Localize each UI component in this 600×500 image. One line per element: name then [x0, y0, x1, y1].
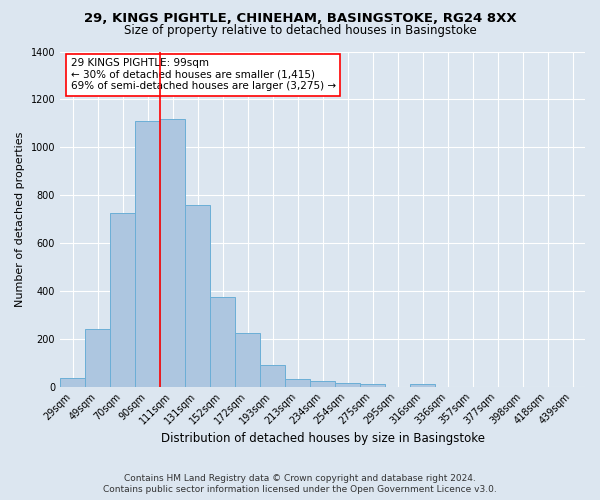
- Bar: [235, 332, 260, 386]
- Bar: [160, 118, 185, 386]
- Bar: [110, 213, 135, 386]
- Bar: [135, 121, 160, 386]
- Y-axis label: Number of detached properties: Number of detached properties: [15, 132, 25, 306]
- Bar: [360, 384, 385, 386]
- Bar: [260, 365, 285, 386]
- Bar: [185, 204, 210, 386]
- Bar: [85, 329, 110, 386]
- Text: Size of property relative to detached houses in Basingstoke: Size of property relative to detached ho…: [124, 24, 476, 37]
- Bar: [60, 378, 85, 386]
- Bar: [210, 297, 235, 386]
- X-axis label: Distribution of detached houses by size in Basingstoke: Distribution of detached houses by size …: [161, 432, 485, 445]
- Bar: [285, 380, 310, 386]
- Text: Contains HM Land Registry data © Crown copyright and database right 2024.
Contai: Contains HM Land Registry data © Crown c…: [103, 474, 497, 494]
- Bar: [335, 383, 360, 386]
- Bar: [310, 380, 335, 386]
- Text: 29 KINGS PIGHTLE: 99sqm
← 30% of detached houses are smaller (1,415)
69% of semi: 29 KINGS PIGHTLE: 99sqm ← 30% of detache…: [71, 58, 335, 92]
- Text: 29, KINGS PIGHTLE, CHINEHAM, BASINGSTOKE, RG24 8XX: 29, KINGS PIGHTLE, CHINEHAM, BASINGSTOKE…: [83, 12, 517, 26]
- Bar: [410, 384, 435, 386]
